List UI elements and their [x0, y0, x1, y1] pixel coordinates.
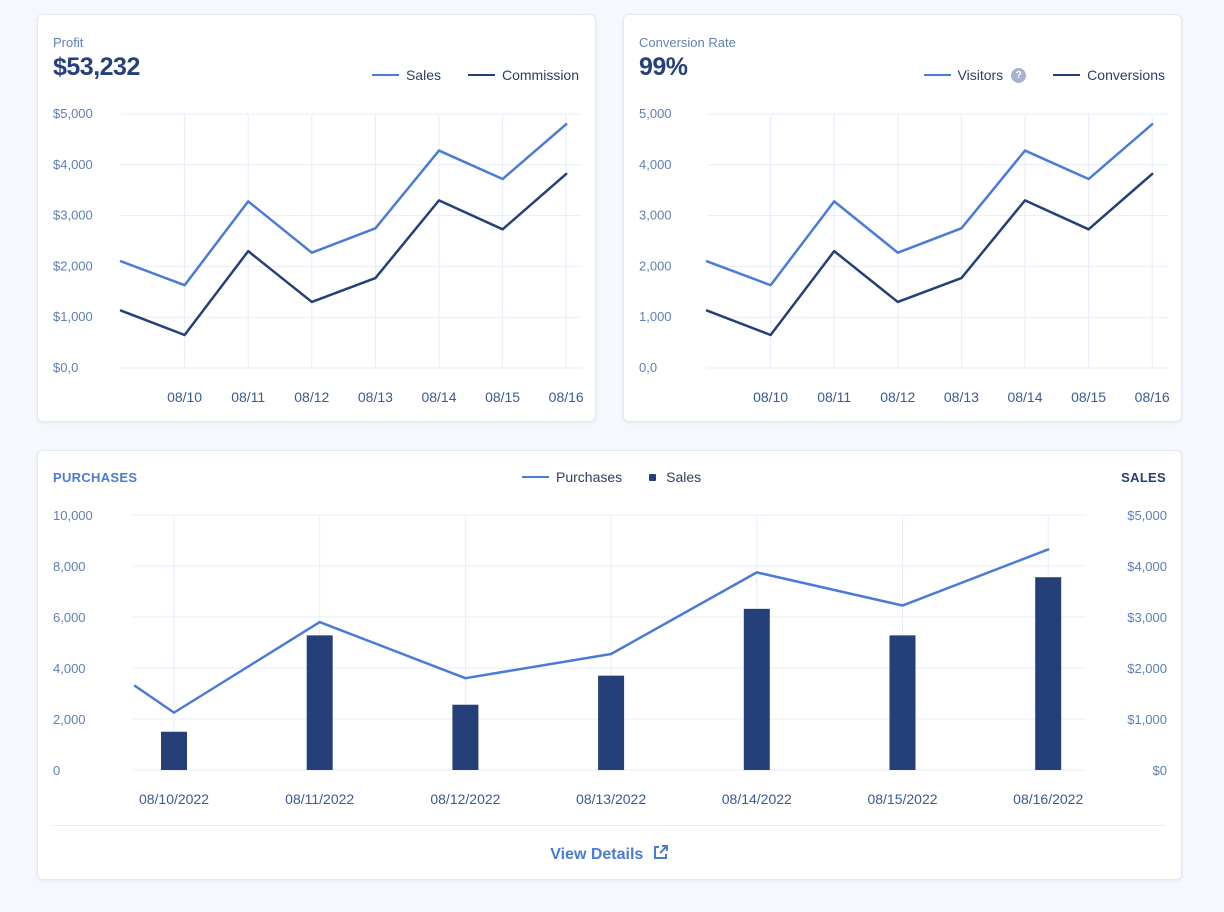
legend-visitors[interactable]: Visitors ? [923, 67, 1027, 83]
conversion-card: Conversion Rate 99% Visitors ? Conversio… [623, 14, 1182, 422]
profit-x-tick: 08/10 [167, 389, 202, 405]
legend-sales[interactable]: Sales [371, 67, 441, 83]
legend-conversions-label: Conversions [1087, 67, 1165, 83]
legend-purchases[interactable]: Purchases [522, 469, 622, 485]
conversion-x-tick: 08/11 [817, 389, 851, 405]
purchases-x-tick: 08/16/2022 [1013, 791, 1083, 807]
profit-y-tick: $3,000 [53, 208, 93, 223]
profit-x-tick: 08/12 [294, 389, 329, 405]
conversion-x-tick: 08/10 [753, 389, 788, 405]
legend-visitors-label: Visitors [957, 67, 1004, 83]
purchases-x-tick: 08/12/2022 [430, 791, 500, 807]
legend-purchases-swatch [522, 476, 549, 478]
legend-sales-label: Sales [405, 67, 441, 83]
help-icon[interactable]: ? [1011, 67, 1027, 83]
sales-bar [743, 608, 770, 770]
profit-x-tick: 08/14 [421, 389, 456, 405]
conversion-x-tick: 08/14 [1007, 389, 1042, 405]
divider [53, 825, 1166, 826]
profit-x-tick: 08/13 [358, 389, 393, 405]
external-link-icon [652, 844, 669, 866]
sales-bar [306, 635, 333, 770]
sales-bar [889, 635, 916, 770]
conversion-x-tick: 08/15 [1071, 389, 1106, 405]
profit-x-tick: 08/16 [549, 389, 584, 405]
conversion-y-tick: 3,000 [639, 208, 672, 223]
purchases-x-tick: 08/11/2022 [285, 791, 354, 807]
purchases-right-y-tick: $2,000 [1127, 661, 1167, 676]
conversion-y-tick: 5,000 [639, 106, 672, 121]
profit-y-tick: $0,0 [53, 360, 78, 375]
conversion-series-visitors [705, 122, 1154, 287]
view-details-label: View Details [550, 846, 644, 863]
conversion-y-tick: 1,000 [639, 309, 672, 324]
purchases-left-y-tick: 2,000 [53, 712, 86, 727]
profit-y-tick: $1,000 [53, 309, 93, 324]
legend-commission[interactable]: Commission [467, 67, 579, 83]
legend-sales-swatch [371, 74, 399, 76]
legend-commission-label: Commission [501, 67, 579, 83]
profit-y-tick: $2,000 [53, 258, 93, 273]
sales-bar [161, 731, 187, 770]
purchases-right-y-tick: $4,000 [1127, 559, 1167, 574]
purchases-right-y-tick: $1,000 [1127, 712, 1167, 727]
purchases-legend: Purchases Sales [522, 469, 701, 485]
purchases-left-y-tick: 10,000 [53, 508, 93, 523]
sales-axis-title: SALES [1121, 470, 1166, 485]
profit-value: $53,232 [53, 53, 140, 81]
sales-bar [1035, 577, 1062, 770]
purchases-line [133, 548, 1050, 714]
purchases-x-tick: 08/15/2022 [867, 791, 937, 807]
profit-series-sales [119, 122, 568, 287]
purchases-right-y-tick: $5,000 [1127, 508, 1167, 523]
conversion-x-tick: 08/16 [1135, 389, 1170, 405]
purchases-x-tick: 08/13/2022 [576, 791, 646, 807]
purchases-axis-title: PURCHASES [53, 470, 138, 485]
legend-commission-swatch [467, 74, 495, 76]
purchases-chart: 0 $0 2,000 $1,000 4,000 $2,000 6,000 $3,000 8,00… [53, 508, 1167, 807]
conversion-y-tick: 2,000 [639, 258, 672, 273]
profit-x-tick: 08/15 [485, 389, 520, 405]
legend-purchases-label: Purchases [556, 469, 623, 485]
conversion-value: 99% [639, 53, 688, 81]
purchases-left-y-tick: 6,000 [53, 610, 86, 625]
profit-series-commission [119, 172, 568, 337]
conversion-chart: 0,0 1,000 2,000 3,000 4,000 5,000 08/10 08/11 08… [639, 106, 1170, 405]
purchases-left-y-tick: 4,000 [53, 661, 86, 676]
view-details-link[interactable]: View Details [38, 844, 1181, 866]
conversion-x-tick: 08/12 [880, 389, 915, 405]
legend-bar-sales-swatch [649, 473, 657, 481]
legend-conversions[interactable]: Conversions [1053, 67, 1165, 83]
profit-label: Profit [53, 35, 84, 50]
conversion-series-conversions [705, 172, 1154, 337]
conversion-y-tick: 0,0 [639, 360, 657, 375]
conversion-y-tick: 4,000 [639, 157, 672, 172]
profit-legend: Sales Commission [371, 67, 579, 83]
profit-card: Profit $53,232 Sales Commission $0,0 $1,0… [37, 14, 596, 422]
purchases-right-y-tick: $0 [1153, 763, 1167, 778]
purchases-x-tick: 08/10/2022 [139, 791, 209, 807]
sales-bar [598, 675, 625, 770]
profit-y-tick: $4,000 [53, 157, 93, 172]
purchases-x-tick: 08/14/2022 [722, 791, 792, 807]
purchases-right-y-tick: $3,000 [1127, 610, 1167, 625]
sales-bar [452, 704, 479, 770]
profit-x-tick: 08/11 [231, 389, 265, 405]
profit-chart: $0,0 $1,000 $2,000 $3,000 $4,000 $5,000 08/10 0… [53, 106, 584, 405]
conversion-label: Conversion Rate [639, 35, 736, 50]
purchases-left-y-tick: 0 [53, 763, 60, 778]
legend-bar-sales[interactable]: Sales [649, 469, 701, 485]
profit-y-tick: $5,000 [53, 106, 93, 121]
purchases-card: PURCHASES SALES Purchases Sales 0 $0 2,000… [37, 450, 1182, 880]
conversion-legend: Visitors ? Conversions [923, 67, 1165, 83]
conversion-x-tick: 08/13 [944, 389, 979, 405]
legend-bar-sales-label: Sales [666, 469, 702, 485]
legend-conversions-swatch [1053, 74, 1081, 76]
purchases-left-y-tick: 8,000 [53, 559, 86, 574]
legend-visitors-swatch [923, 74, 951, 76]
